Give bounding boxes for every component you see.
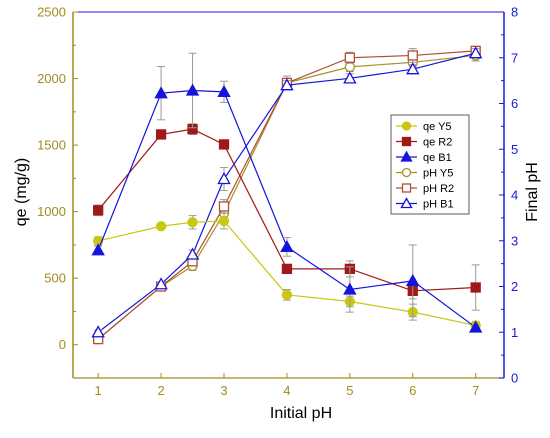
legend-item: qe Y5 bbox=[396, 121, 452, 133]
circle-marker bbox=[218, 215, 230, 227]
square-marker bbox=[93, 205, 104, 216]
left-tick-label: 1500 bbox=[37, 138, 66, 153]
triangle-marker bbox=[400, 150, 413, 162]
legend-label: qe R2 bbox=[423, 137, 452, 149]
series-layer bbox=[91, 45, 483, 345]
circle-marker bbox=[401, 121, 412, 131]
x-tick-label: 3 bbox=[220, 383, 227, 398]
right-tick-label: 4 bbox=[511, 188, 518, 203]
legend-item: qe R2 bbox=[396, 137, 452, 149]
triangle-marker bbox=[154, 277, 168, 290]
circle-marker bbox=[155, 221, 167, 232]
left-tick-label: 2500 bbox=[37, 5, 66, 20]
left-axis-title: qe (mg/g) bbox=[13, 158, 30, 226]
left-tick-label: 0 bbox=[59, 337, 66, 352]
triangle-marker bbox=[406, 273, 420, 286]
legend-item: pH R2 bbox=[396, 183, 454, 195]
square-marker bbox=[470, 282, 481, 293]
triangle-marker bbox=[343, 282, 357, 295]
triangle-marker bbox=[185, 247, 200, 260]
series-line bbox=[97, 128, 476, 292]
triangle-marker bbox=[280, 239, 294, 253]
square-marker bbox=[401, 136, 412, 147]
triangle-marker bbox=[400, 197, 413, 209]
square-marker bbox=[218, 139, 230, 150]
x-tick-label: 6 bbox=[409, 383, 416, 398]
right-tick-label: 2 bbox=[511, 279, 518, 294]
legend-item: pH B1 bbox=[396, 197, 454, 211]
legend-label: pH R2 bbox=[423, 183, 454, 195]
square-marker bbox=[281, 263, 293, 275]
circle-marker bbox=[344, 61, 355, 73]
legend-label: pH B1 bbox=[423, 199, 454, 211]
right-tick-label: 7 bbox=[511, 50, 518, 65]
circle-marker bbox=[401, 167, 412, 178]
right-tick-label: 1 bbox=[511, 325, 518, 340]
left-tick-label: 500 bbox=[44, 271, 66, 286]
legend-label: qe Y5 bbox=[423, 121, 452, 133]
right-tick-label: 3 bbox=[511, 233, 518, 248]
series-line bbox=[97, 50, 476, 340]
left-tick-label: 2000 bbox=[37, 71, 66, 86]
series-ph-b1 bbox=[91, 46, 483, 338]
legend-item: qe B1 bbox=[396, 150, 452, 164]
triangle-marker bbox=[217, 84, 231, 98]
left-tick-label: 1000 bbox=[37, 204, 66, 219]
x-tick-label: 2 bbox=[157, 383, 164, 398]
series-qe-b1 bbox=[91, 52, 483, 333]
right-tick-label: 6 bbox=[511, 96, 518, 111]
legend-item: pH Y5 bbox=[396, 168, 453, 180]
triangle-marker bbox=[91, 325, 105, 338]
triangle-marker bbox=[343, 71, 357, 84]
triangle-marker bbox=[468, 46, 483, 59]
right-axis-ticks: 0 1 2 3 4 5 6 7 8 bbox=[499, 5, 518, 386]
square-marker bbox=[407, 50, 418, 61]
legend-label: qe B1 bbox=[423, 152, 452, 164]
triangle-marker bbox=[91, 243, 105, 256]
square-marker bbox=[218, 201, 230, 212]
legend-box bbox=[390, 114, 470, 215]
x-tick-label: 4 bbox=[283, 383, 290, 398]
square-marker bbox=[344, 52, 355, 63]
square-marker bbox=[401, 183, 412, 193]
right-tick-label: 8 bbox=[511, 5, 518, 20]
triangle-marker bbox=[406, 62, 420, 75]
x-tick-label: 1 bbox=[95, 383, 102, 398]
triangle-marker bbox=[185, 83, 200, 96]
x-axis-ticks: 1 2 3 4 5 6 7 bbox=[95, 373, 479, 398]
right-axis-title: Final pH bbox=[524, 162, 541, 222]
legend: qe Y5 qe R2 qe B1 pH Y5 pH R2 pH B1 bbox=[390, 114, 470, 215]
triangle-marker bbox=[280, 78, 294, 91]
left-axis-ticks: 0 500 1000 1500 2000 2500 bbox=[37, 5, 78, 352]
right-tick-label: 5 bbox=[511, 142, 518, 157]
triangle-marker bbox=[468, 320, 483, 333]
x-tick-label: 5 bbox=[346, 383, 353, 398]
series-line bbox=[97, 52, 476, 333]
square-marker bbox=[155, 129, 167, 140]
right-tick-label: 0 bbox=[511, 371, 518, 386]
x-axis-title: Initial pH bbox=[270, 405, 332, 422]
circle-marker bbox=[187, 217, 198, 228]
triangle-marker bbox=[217, 172, 231, 185]
series-line bbox=[97, 89, 477, 328]
triangle-marker bbox=[154, 86, 168, 99]
legend-label: pH Y5 bbox=[423, 168, 453, 180]
x-tick-label: 7 bbox=[472, 383, 479, 398]
circle-marker bbox=[281, 289, 293, 300]
series-line bbox=[98, 220, 476, 327]
